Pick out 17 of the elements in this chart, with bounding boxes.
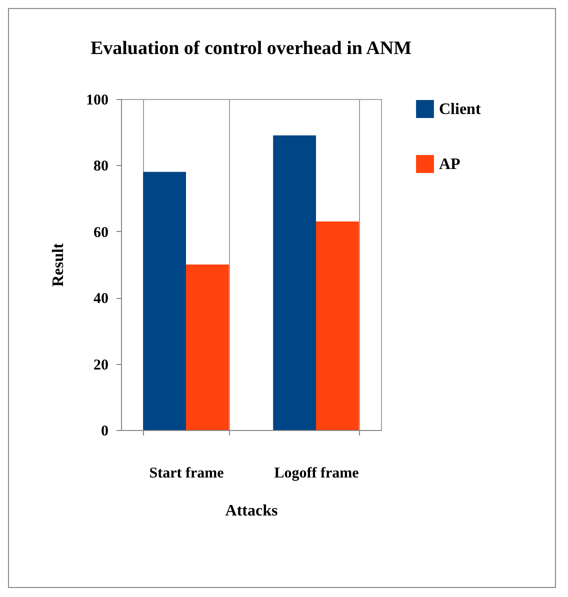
bar <box>316 221 359 430</box>
x-tick-label: Start frame <box>149 466 224 482</box>
legend-label: Client <box>439 101 482 118</box>
y-tick-label: 0 <box>101 424 108 440</box>
x-tick-label: Logoff frame <box>274 466 360 482</box>
chart-title: Evaluation of control overhead in ANM <box>90 38 412 59</box>
x-axis-title: Attacks <box>225 502 278 520</box>
legend-label: AP <box>439 156 461 173</box>
bar <box>273 135 316 430</box>
y-tick-label: 80 <box>94 158 108 175</box>
y-tick-label: 20 <box>94 357 108 374</box>
bar <box>186 264 229 430</box>
y-axis-title: Result <box>50 242 67 287</box>
bar <box>143 172 186 430</box>
y-tick-label: 40 <box>94 291 108 308</box>
y-tick-label: 100 <box>86 92 108 108</box>
y-tick-label: 60 <box>94 224 108 241</box>
